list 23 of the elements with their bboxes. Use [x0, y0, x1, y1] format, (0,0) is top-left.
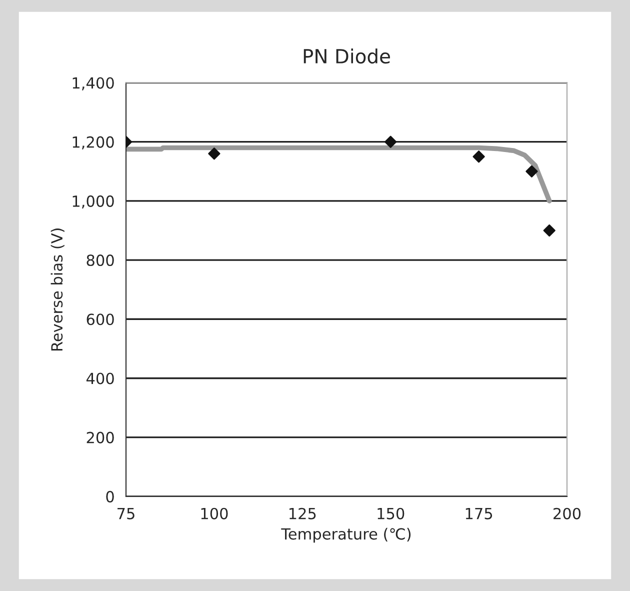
y-axis-title: Reverse bias (V) — [50, 228, 64, 350]
x-tick-label: 175 — [466, 508, 492, 520]
y-tick-label: 1,000 — [72, 195, 114, 209]
y-tick-label: 800 — [86, 254, 114, 266]
x-tick-label: 200 — [554, 508, 581, 520]
point — [526, 165, 538, 178]
x-tick-label: 100 — [201, 508, 228, 520]
y-tick-label: 600 — [86, 314, 114, 326]
y-tick-label: 1,400 — [72, 77, 114, 90]
point — [384, 136, 397, 148]
x-axis-title: Temperature (℃) — [281, 528, 411, 543]
line-series — [126, 145, 552, 204]
point — [472, 150, 485, 163]
point — [208, 148, 220, 160]
x-tick-label: 150 — [378, 508, 404, 520]
y-tick-label: 1,200 — [72, 136, 114, 150]
y-tick-label: 200 — [86, 432, 114, 444]
x-tick-label: 125 — [289, 508, 316, 520]
chart-title: PN Diode — [304, 48, 390, 64]
y-tick-label: 400 — [86, 372, 114, 384]
point — [543, 224, 556, 237]
y-tick-label: 0 — [106, 490, 114, 502]
x-tick-label: 75 — [118, 508, 134, 520]
